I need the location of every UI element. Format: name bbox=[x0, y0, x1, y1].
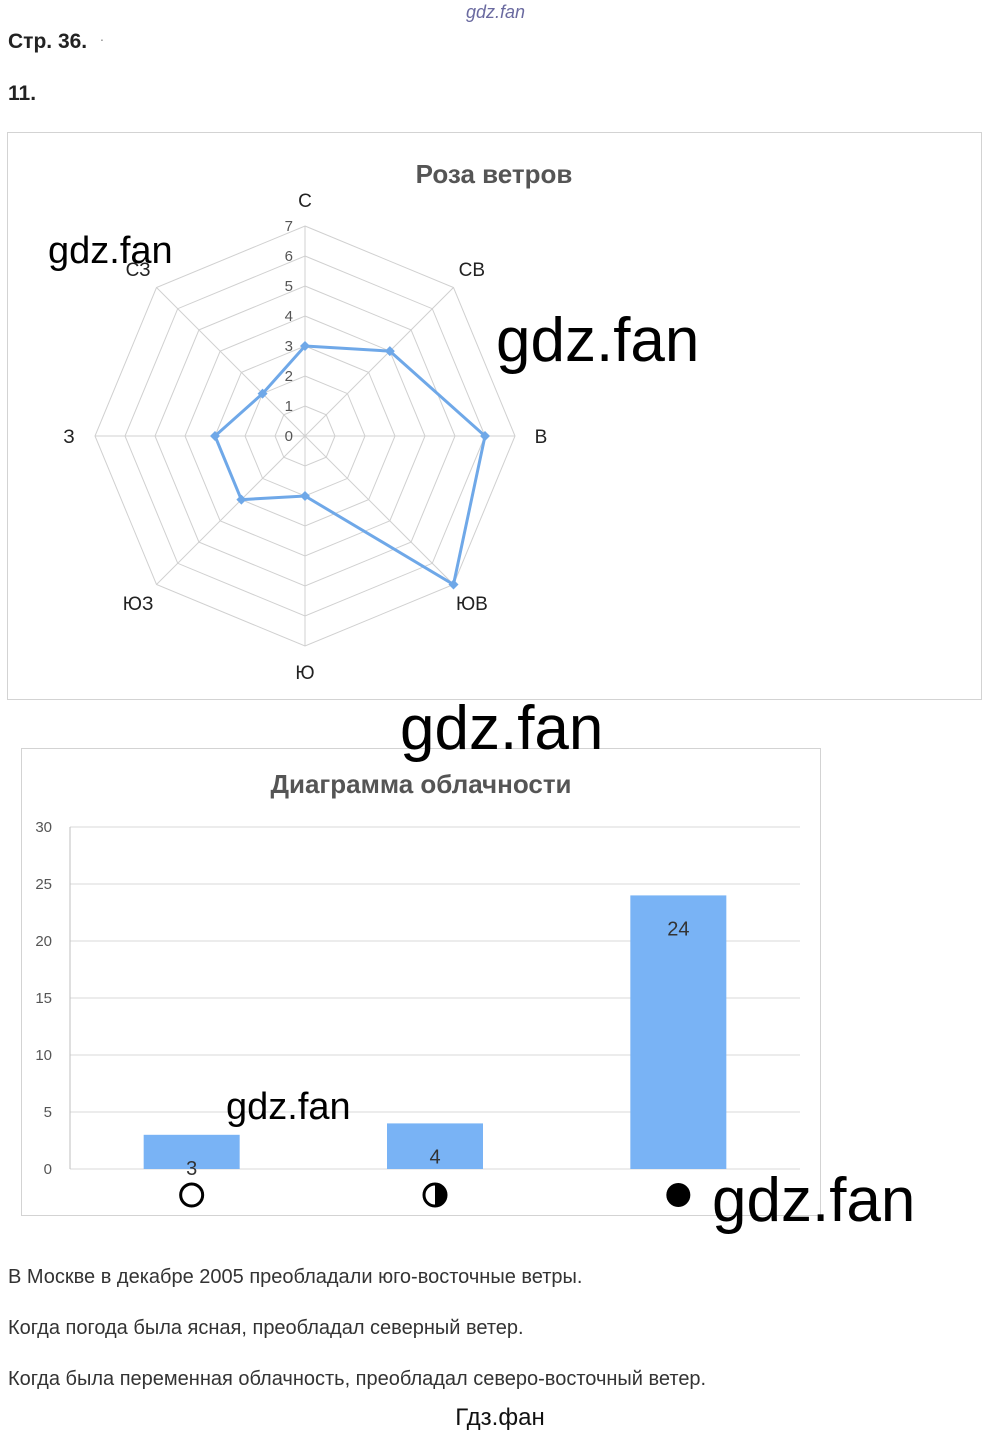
y-tick-label: 30 bbox=[35, 819, 52, 836]
watermark-top: gdz.fan bbox=[466, 2, 526, 22]
wind-rose-series-line bbox=[213, 344, 487, 587]
scale-tick-label: 2 bbox=[285, 368, 293, 385]
direction-label: Ю bbox=[295, 663, 314, 684]
wind-rose-title: Роза ветров bbox=[416, 159, 573, 189]
data-label: 24 bbox=[667, 918, 689, 940]
data-point bbox=[480, 431, 490, 441]
data-point bbox=[300, 491, 310, 501]
direction-label: СЗ bbox=[126, 260, 151, 281]
y-tick-label: 20 bbox=[35, 933, 52, 950]
y-tick-label: 25 bbox=[35, 876, 52, 893]
watermark: gdz.fan bbox=[496, 306, 700, 375]
conclusion-line-3: Когда была переменная облачность, преобл… bbox=[8, 1368, 707, 1390]
direction-label: СВ bbox=[459, 260, 485, 281]
task-number: 11. bbox=[8, 82, 37, 105]
wind-rose-scale: 0 1 2 3 4 5 6 7 bbox=[285, 218, 293, 445]
page-reference: Стр. 36. bbox=[8, 30, 88, 53]
direction-label: В bbox=[535, 427, 548, 448]
cloudiness-bars bbox=[143, 895, 727, 1169]
wind-rose-points bbox=[210, 341, 490, 590]
page-reference-mark: . bbox=[100, 28, 104, 44]
cloudiness-data-labels: 3 4 24 bbox=[186, 918, 689, 1179]
data-label: 3 bbox=[186, 1158, 197, 1180]
y-tick-label: 0 bbox=[44, 1161, 52, 1178]
cloudiness-chart-frame: Диаграмма облачности 0 5 10 15 20 25 30 3 4 24 bbox=[21, 748, 821, 1216]
grid-spoke bbox=[304, 287, 454, 437]
overcast-icon bbox=[666, 1183, 691, 1207]
scale-tick-label: 7 bbox=[285, 218, 293, 235]
scale-tick-label: 3 bbox=[285, 338, 293, 355]
y-tick-label: 5 bbox=[44, 1104, 52, 1121]
data-label: 4 bbox=[429, 1146, 440, 1168]
scale-tick-label: 5 bbox=[285, 278, 293, 295]
grid-spoke bbox=[156, 435, 306, 585]
scale-tick-label: 4 bbox=[285, 308, 293, 325]
cloudiness-category-icons bbox=[179, 1182, 691, 1208]
partly-cloudy-icon bbox=[422, 1182, 448, 1208]
bar bbox=[143, 1134, 240, 1169]
y-tick-label: 10 bbox=[35, 1047, 52, 1064]
watermark: gdz.fan bbox=[712, 1166, 916, 1235]
watermark: gdz.fan bbox=[400, 694, 604, 763]
conclusion-line-2: Когда погода была ясная, преобладал севе… bbox=[8, 1317, 524, 1339]
direction-label: З bbox=[63, 427, 74, 448]
cloudiness-title: Диаграмма облачности bbox=[270, 769, 571, 799]
wind-rose-directions: С СВ В ЮВ Ю ЮЗ З СЗ bbox=[63, 191, 547, 684]
wind-rose-chart-frame: Роза ветров 0 1 2 3 4 5 6 7 С СВ В ЮВ Ю ЮЗ З СЗ bbox=[7, 132, 982, 700]
wind-rose-grid bbox=[94, 225, 516, 647]
conclusion-line-1: В Москве в декабре 2005 преобладали юго-… bbox=[8, 1266, 583, 1288]
direction-label: ЮЗ bbox=[123, 594, 154, 615]
watermark: gdz.fan bbox=[48, 230, 173, 272]
clear-sky-icon bbox=[179, 1182, 205, 1208]
scale-tick-label: 1 bbox=[285, 398, 293, 415]
data-point bbox=[384, 346, 395, 357]
scale-tick-label: 0 bbox=[285, 428, 293, 445]
data-point bbox=[300, 341, 310, 351]
direction-label: С bbox=[298, 191, 312, 212]
grid-spoke bbox=[156, 287, 306, 437]
scale-tick-label: 6 bbox=[285, 248, 293, 265]
footer-caption: Гдз.фан bbox=[455, 1404, 545, 1431]
wind-rose-chart: Роза ветров 0 1 2 3 4 5 6 7 С СВ В ЮВ Ю ЮЗ З СЗ bbox=[63, 159, 573, 684]
cloudiness-y-axis: 0 5 10 15 20 25 30 bbox=[35, 819, 52, 1178]
data-point bbox=[210, 431, 220, 441]
watermark: gdz.fan bbox=[226, 1086, 351, 1128]
y-tick-label: 15 bbox=[35, 990, 52, 1007]
data-point bbox=[257, 388, 268, 399]
grid-spoke bbox=[304, 435, 454, 585]
cloudiness-chart: Диаграмма облачности 0 5 10 15 20 25 30 3 4 24 bbox=[35, 769, 800, 1208]
direction-label: ЮВ bbox=[456, 594, 488, 615]
data-point bbox=[236, 494, 247, 505]
data-point bbox=[448, 579, 459, 590]
bar bbox=[630, 895, 727, 1169]
bar bbox=[387, 1123, 483, 1169]
